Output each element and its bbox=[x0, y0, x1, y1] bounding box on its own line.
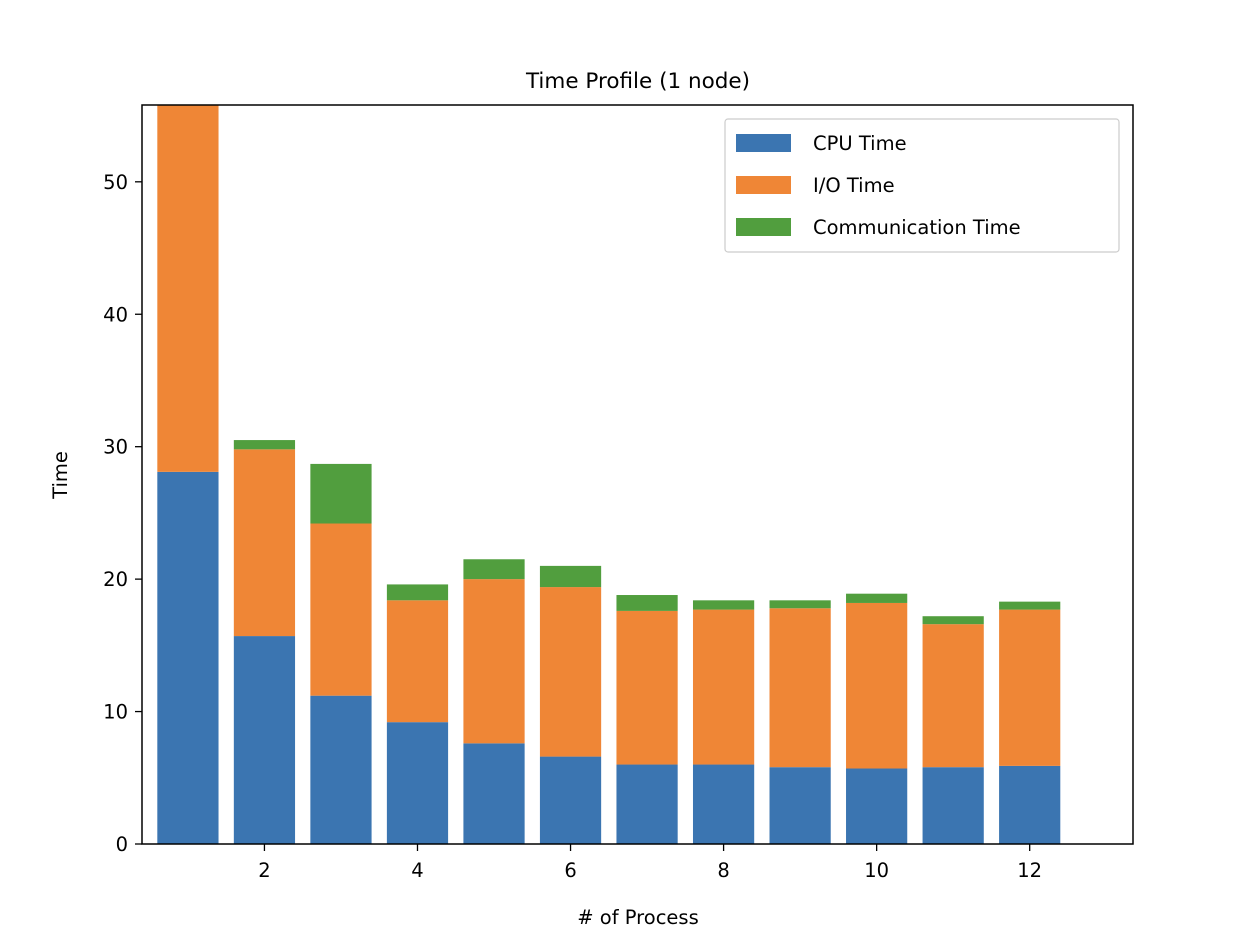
x-axis-ticks: 2 4 6 8 10 12 bbox=[258, 844, 1042, 882]
bar-cpu-time-7 bbox=[616, 764, 678, 844]
bar-communication-time-4 bbox=[386, 584, 449, 601]
bar-cpu-time-5 bbox=[463, 743, 525, 844]
bar-i-o-time-6 bbox=[539, 587, 602, 757]
x-tick-label-12: 12 bbox=[1017, 859, 1042, 882]
bar-cpu-time-11 bbox=[922, 767, 984, 844]
legend-swatch-cpu-time bbox=[736, 134, 791, 152]
y-axis-label: Time bbox=[49, 451, 72, 500]
bar-communication-time-7 bbox=[616, 595, 678, 611]
legend-label-i-o-time: I/O Time bbox=[813, 174, 895, 197]
bar-cpu-time-6 bbox=[539, 756, 602, 844]
y-tick-label-0: 0 bbox=[116, 833, 128, 856]
bar-cpu-time-4 bbox=[386, 722, 449, 844]
bar-i-o-time-7 bbox=[616, 610, 678, 765]
legend-label-communication-time: Communication Time bbox=[813, 216, 1021, 239]
legend-swatch-i-o-time bbox=[736, 176, 791, 194]
bar-communication-time-3 bbox=[310, 463, 372, 524]
bar-communication-time-9 bbox=[769, 600, 831, 609]
y-axis-ticks: 0 10 20 30 40 50 bbox=[103, 171, 142, 856]
bar-communication-time-6 bbox=[539, 565, 602, 588]
bar-communication-time-5 bbox=[463, 559, 525, 580]
bar-i-o-time-9 bbox=[769, 608, 831, 768]
y-tick-label-30: 30 bbox=[103, 436, 128, 459]
bar-i-o-time-5 bbox=[463, 579, 525, 744]
bar-i-o-time-2 bbox=[233, 449, 296, 637]
y-tick-label-40: 40 bbox=[103, 303, 128, 326]
y-tick-label-50: 50 bbox=[103, 171, 128, 194]
bar-cpu-time-10 bbox=[846, 768, 908, 844]
legend: CPU Time I/O Time Communication Time bbox=[724, 118, 1120, 253]
bar-communication-time-2 bbox=[233, 440, 296, 450]
x-tick-label-10: 10 bbox=[864, 859, 889, 882]
legend-label-cpu-time: CPU Time bbox=[813, 132, 907, 155]
x-tick-label-4: 4 bbox=[411, 859, 423, 882]
chart-title: Time Profile (1 node) bbox=[525, 69, 750, 94]
bar-cpu-time-8 bbox=[692, 764, 755, 844]
x-tick-label-2: 2 bbox=[258, 859, 270, 882]
bar-cpu-time-1 bbox=[157, 471, 219, 844]
x-tick-label-8: 8 bbox=[717, 859, 729, 882]
bar-communication-time-10 bbox=[846, 593, 908, 603]
bar-i-o-time-4 bbox=[386, 600, 449, 723]
bar-cpu-time-3 bbox=[310, 695, 372, 844]
bar-cpu-time-9 bbox=[769, 767, 831, 844]
x-tick-label-6: 6 bbox=[564, 859, 576, 882]
bars-layer bbox=[157, 105, 1061, 844]
bar-i-o-time-8 bbox=[692, 609, 755, 765]
legend-box bbox=[724, 118, 1120, 253]
bar-communication-time-11 bbox=[922, 616, 984, 625]
bar-cpu-time-12 bbox=[999, 765, 1061, 844]
bar-communication-time-8 bbox=[692, 600, 755, 610]
bar-communication-time-12 bbox=[999, 601, 1061, 610]
x-axis-label: # of Process bbox=[577, 906, 699, 929]
y-tick-label-10: 10 bbox=[103, 701, 128, 724]
bar-i-o-time-3 bbox=[310, 523, 372, 696]
bar-i-o-time-1 bbox=[157, 105, 219, 472]
bar-i-o-time-12 bbox=[999, 609, 1061, 766]
y-tick-label-20: 20 bbox=[103, 568, 128, 591]
plot-frame bbox=[141, 104, 1134, 845]
bar-i-o-time-10 bbox=[846, 602, 908, 769]
bar-i-o-time-11 bbox=[922, 624, 984, 768]
bar-cpu-time-2 bbox=[233, 636, 296, 844]
legend-swatch-communication-time bbox=[736, 218, 791, 236]
